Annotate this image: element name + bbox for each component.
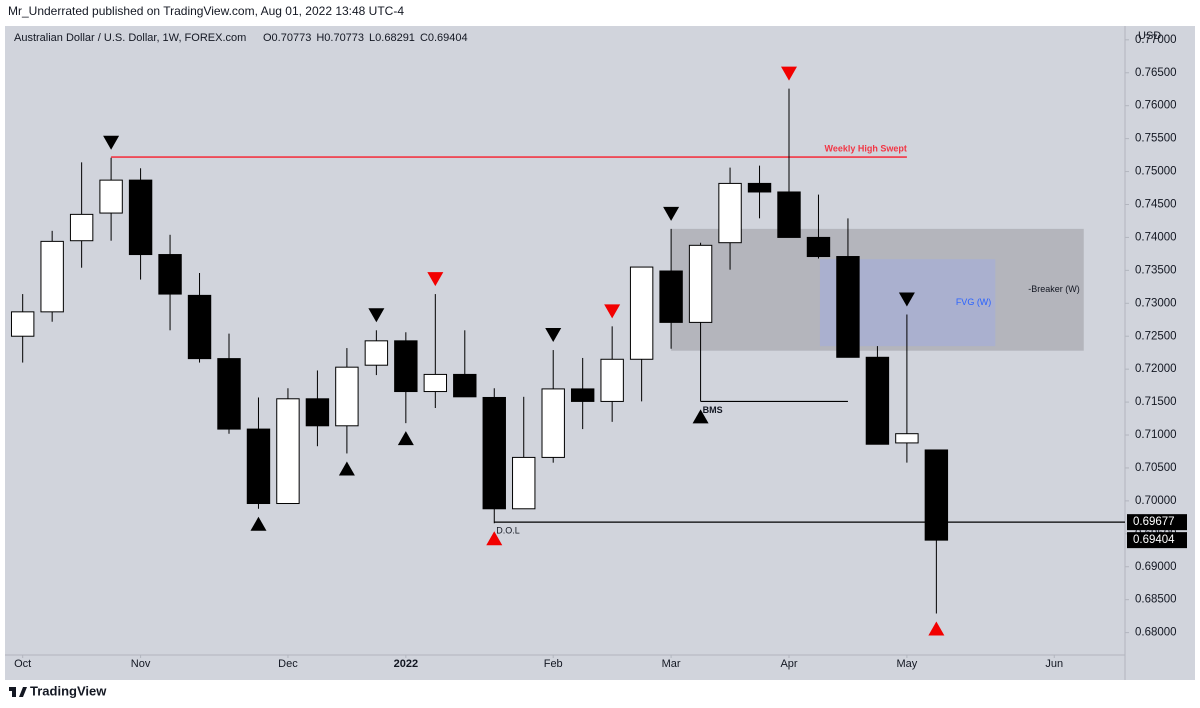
brand-logo [9, 687, 27, 697]
zone-label: FVG (W) [956, 297, 992, 307]
publisher: Mr_Underrated published on TradingView.c… [8, 4, 404, 18]
marker [427, 272, 444, 287]
y-tick-label: 0.73500 [1135, 264, 1177, 276]
x-tick-label: Nov [131, 658, 151, 670]
chart-title: Australian Dollar / U.S. Dollar, 1W, FOR… [14, 32, 246, 44]
candle-body [570, 388, 595, 402]
y-tick-label: 0.69000 [1135, 561, 1177, 573]
candle-body [187, 294, 212, 360]
y-tick-label: 0.76500 [1135, 67, 1177, 79]
candle-body [541, 388, 565, 458]
y-tick-label: 0.70000 [1135, 495, 1177, 507]
candle-body [865, 356, 890, 445]
price-tag [1127, 532, 1187, 549]
y-tick-label: 0.76000 [1135, 100, 1177, 112]
x-tick-label: Oct [14, 658, 31, 670]
price-tag-label: 0.69404 [1133, 534, 1175, 546]
candle-body [836, 256, 860, 358]
candle-body [217, 358, 241, 430]
marker [692, 409, 709, 424]
y-tick-label: 0.72500 [1135, 330, 1177, 342]
ohlc-value: O0.70773 [263, 32, 311, 44]
x-tick-label: Apr [780, 658, 797, 670]
candle-body [924, 449, 949, 541]
y-tick-label: 0.77000 [1135, 34, 1177, 46]
y-axis-label: USD [1138, 30, 1161, 42]
price-tag [1127, 514, 1187, 531]
candle-body [69, 213, 94, 242]
y-tick-label: 0.75000 [1135, 166, 1177, 178]
level-label: D.O.L [496, 526, 520, 536]
marker [397, 431, 414, 446]
y-tick-label: 0.75500 [1135, 133, 1177, 145]
marker [545, 328, 562, 343]
candle-body [394, 340, 418, 393]
y-tick-label: 0.73000 [1135, 297, 1177, 309]
candle-body [305, 398, 330, 427]
candle-body [453, 373, 477, 398]
candle-body [747, 182, 772, 193]
x-tick-label: 2022 [394, 658, 418, 670]
marker [338, 461, 355, 476]
price-tag-label: 0.69677 [1133, 516, 1175, 528]
marker [663, 206, 680, 221]
marker [368, 308, 385, 323]
x-tick-label: Dec [278, 658, 298, 670]
marker [604, 304, 621, 319]
x-tick-label: Feb [544, 658, 563, 670]
candle-body [364, 340, 389, 366]
candle-body [777, 191, 801, 238]
candle-body [335, 366, 359, 427]
y-tick-label: 0.74000 [1135, 231, 1177, 243]
marker [103, 135, 120, 150]
zone-label: -Breaker (W) [1028, 284, 1080, 294]
candle-body [10, 311, 35, 337]
ohlc-value: C0.69404 [420, 32, 468, 44]
x-tick-label: May [897, 658, 918, 670]
candle-body [276, 398, 300, 505]
candle-body [895, 433, 919, 444]
x-tick-label: Mar [662, 658, 681, 670]
marker [250, 516, 267, 531]
brand: TradingView [30, 683, 107, 698]
candle-body [659, 270, 683, 323]
candle-body [688, 244, 713, 323]
marker [928, 621, 945, 636]
candle-body [512, 456, 536, 510]
y-tick-label: 0.72000 [1135, 363, 1177, 375]
y-tick-label: 0.70500 [1135, 462, 1177, 474]
y-tick-label: 0.71000 [1135, 429, 1177, 441]
candle-body [99, 179, 123, 214]
candle-body [158, 254, 182, 295]
marker [486, 531, 503, 546]
candle-body [600, 358, 624, 402]
candle-body [246, 428, 271, 505]
candle-body [482, 396, 506, 510]
candle-body [128, 179, 153, 256]
candle-body [629, 266, 654, 360]
marker [781, 66, 797, 81]
y-tick-label: 0.68000 [1135, 627, 1177, 639]
candle-body [718, 182, 742, 244]
y-tick-label: 0.71500 [1135, 396, 1177, 408]
candle-body [423, 373, 448, 393]
y-tick-label: 0.74500 [1135, 199, 1177, 211]
ohlc-value: L0.68291 [369, 32, 415, 44]
chart-background [5, 26, 1195, 680]
ohlc-value: H0.70773 [316, 32, 364, 44]
candle-body [806, 236, 831, 258]
candle-body [40, 240, 64, 313]
level-label: Weekly High Swept [825, 143, 907, 153]
x-tick-label: Jun [1045, 658, 1063, 670]
level-label: BMS [703, 405, 723, 415]
marker [898, 292, 915, 307]
y-tick-label: 0.68500 [1135, 594, 1177, 606]
